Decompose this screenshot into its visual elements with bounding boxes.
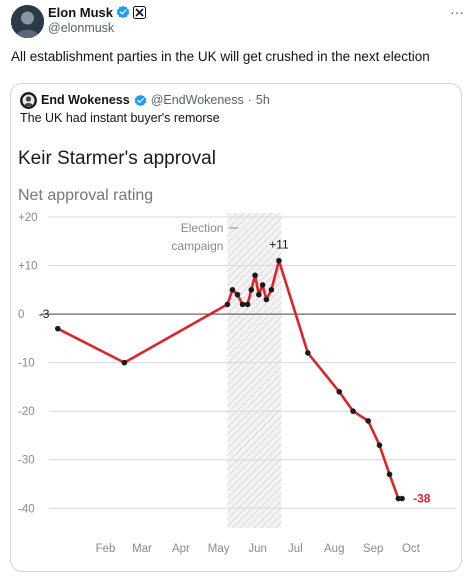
x-tick-label: Apr: [172, 543, 190, 555]
quoted-post-text: The UK had instant buyer's remorse: [20, 111, 220, 125]
post-text: All establishment parties in the UK will…: [11, 49, 430, 64]
author-handle[interactable]: @elonmusk: [48, 21, 115, 35]
data-point: [244, 301, 251, 308]
data-label-peak: +11: [269, 238, 289, 252]
y-tick-label: -40: [18, 503, 35, 515]
data-point: [263, 296, 270, 303]
data-point: [234, 291, 241, 298]
data-point: [276, 257, 282, 264]
data-point: [350, 408, 356, 414]
quoted-author-row: End Wokeness @EndWokeness · 5h: [41, 91, 270, 109]
author-display-name[interactable]: Elon Musk: [48, 4, 114, 20]
quoted-post-card[interactable]: End Wokeness @EndWokeness · 5h The UK ha…: [10, 83, 462, 572]
data-point: [248, 287, 255, 293]
y-tick-label: -10: [18, 358, 35, 370]
quoted-author-avatar[interactable]: [20, 92, 37, 109]
meta-separator: ·: [247, 93, 252, 107]
data-point: [259, 282, 266, 288]
data-point: [224, 301, 231, 308]
data-point: [239, 301, 246, 308]
avatar-image: [11, 5, 44, 38]
x-tick-label: Aug: [324, 543, 344, 555]
verified-badge-icon: [116, 5, 130, 19]
quoted-avatar-image: [20, 92, 37, 109]
data-label-start: -3: [39, 307, 50, 321]
quoted-author-handle[interactable]: @EndWokeness: [150, 93, 244, 107]
x-tick-label: Jun: [248, 543, 267, 555]
y-tick-label: -30: [18, 455, 35, 467]
election-campaign-band: [227, 213, 282, 528]
verified-badge-icon: [134, 94, 147, 106]
x-tick-label: Jul: [288, 543, 303, 555]
author-avatar[interactable]: [11, 5, 44, 38]
data-point: [365, 418, 371, 424]
data-point: [336, 388, 343, 395]
author-name-row: Elon Musk: [48, 4, 147, 20]
band-label-line: Election: [181, 221, 224, 235]
x-logo-icon: [133, 5, 147, 19]
y-tick-label: +20: [18, 212, 38, 224]
data-point: [376, 442, 383, 448]
data-point: [121, 359, 128, 366]
more-options-button[interactable]: ···: [450, 4, 464, 20]
data-point: [399, 495, 405, 502]
approval-line: [56, 259, 404, 500]
data-point: [305, 350, 311, 356]
y-tick-label: -20: [18, 406, 35, 418]
data-point: [268, 287, 275, 293]
x-tick-label: Feb: [96, 543, 116, 555]
data-point: [386, 471, 393, 478]
chart-subtitle: Net approval rating: [18, 187, 153, 204]
approval-chart: Keir Starmer's approval Net approval rat…: [18, 148, 456, 555]
x-tick-label: Sep: [363, 543, 383, 555]
x-tick-label: Mar: [132, 543, 152, 555]
data-point: [229, 287, 236, 293]
x-tick-label: Oct: [402, 543, 421, 555]
quoted-post-time[interactable]: 5h: [255, 93, 270, 107]
y-tick-label: 0: [18, 309, 24, 321]
data-point: [252, 272, 258, 279]
x-tick-label: May: [208, 543, 230, 555]
chart-title: Keir Starmer's approval: [18, 148, 216, 169]
band-label-line: campaign: [171, 239, 223, 253]
y-tick-label: +10: [18, 261, 38, 273]
quoted-author-name[interactable]: End Wokeness: [41, 93, 130, 107]
data-point: [54, 325, 61, 332]
data-label-end: -38: [413, 492, 431, 506]
data-point: [256, 291, 262, 298]
